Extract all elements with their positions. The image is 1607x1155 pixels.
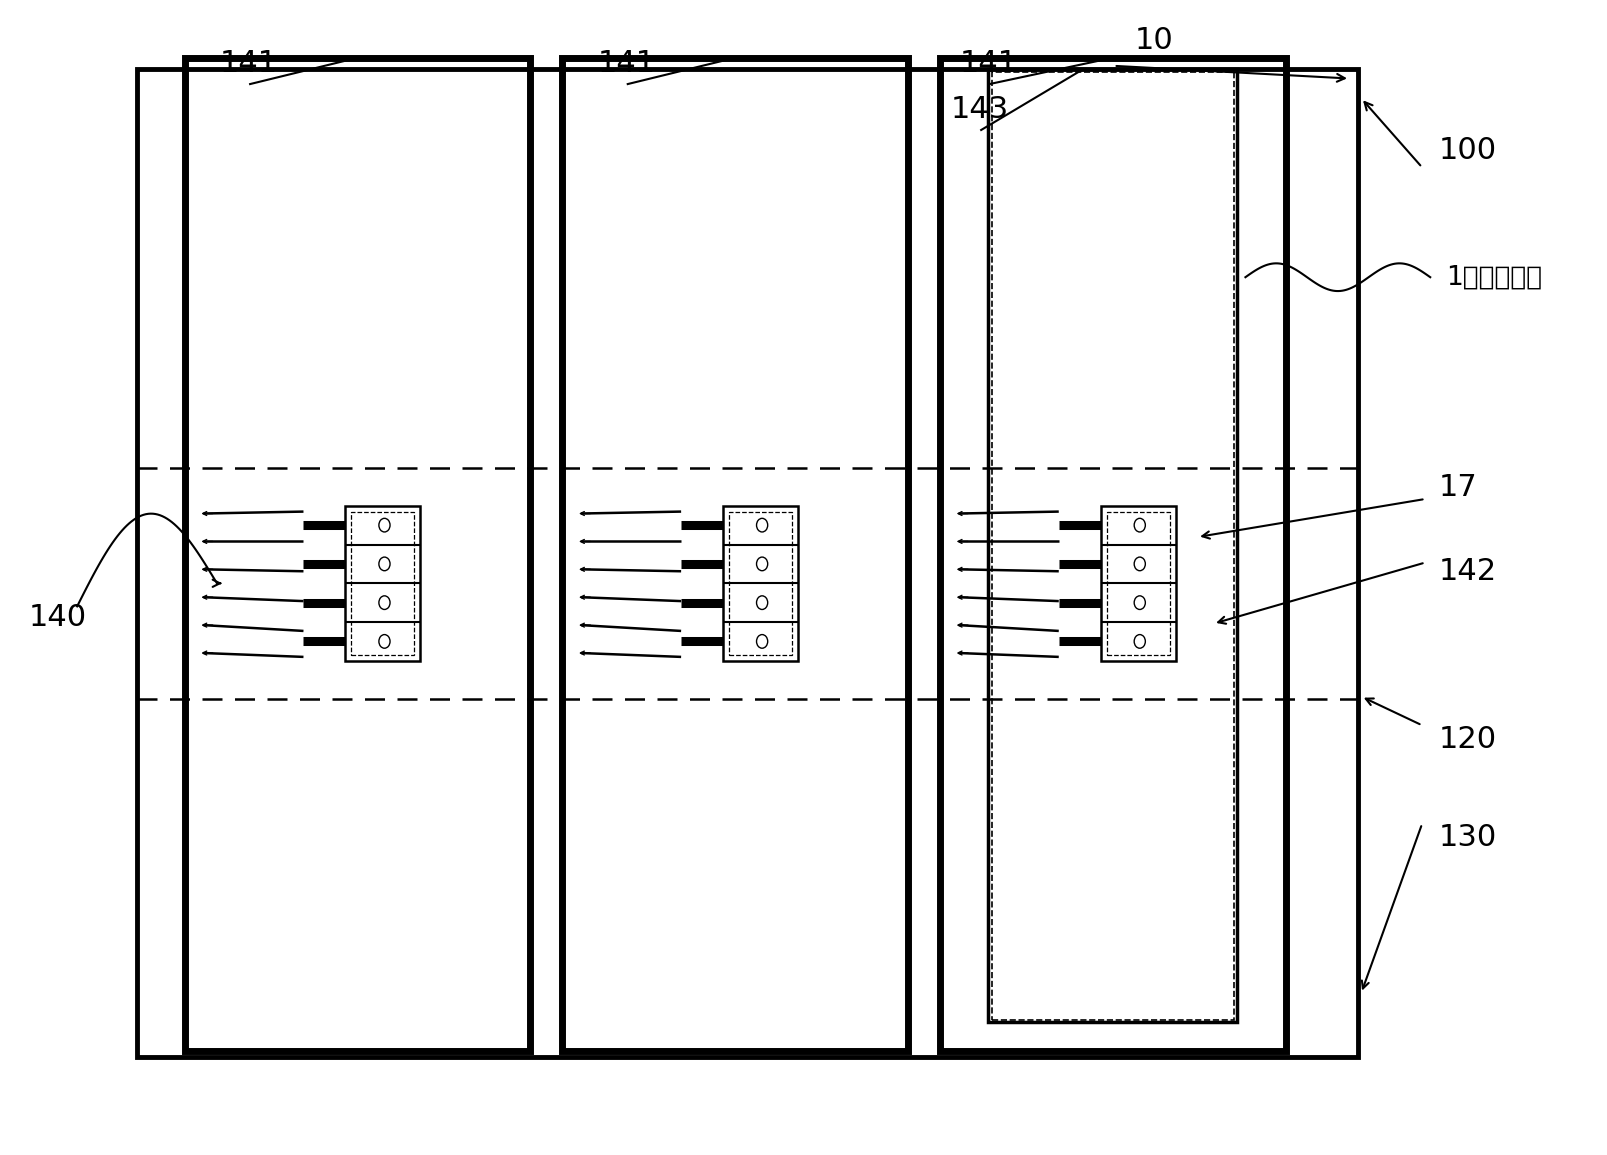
Ellipse shape <box>1135 596 1146 610</box>
Ellipse shape <box>379 519 391 532</box>
Ellipse shape <box>1135 634 1146 648</box>
Ellipse shape <box>379 634 391 648</box>
Text: 142: 142 <box>1438 557 1496 587</box>
Bar <box>352 512 415 655</box>
Ellipse shape <box>757 634 768 648</box>
Text: 143: 143 <box>951 95 1009 125</box>
Ellipse shape <box>757 596 768 610</box>
Bar <box>346 506 421 661</box>
Text: 1个电路单元: 1个电路单元 <box>1446 264 1543 290</box>
Bar <box>562 58 908 1051</box>
Bar <box>1101 506 1176 661</box>
Bar <box>988 69 1237 1022</box>
Bar <box>185 58 530 1051</box>
Text: 141: 141 <box>959 49 1017 79</box>
Ellipse shape <box>1135 519 1146 532</box>
Bar <box>137 69 1358 1057</box>
Text: 10: 10 <box>1135 25 1173 55</box>
Bar <box>723 506 799 661</box>
Text: 141: 141 <box>220 49 278 79</box>
Bar <box>1107 512 1170 655</box>
Ellipse shape <box>757 519 768 532</box>
Bar <box>730 512 792 655</box>
Bar <box>992 72 1234 1020</box>
Text: 17: 17 <box>1438 472 1477 502</box>
Text: 141: 141 <box>598 49 656 79</box>
Text: 120: 120 <box>1438 724 1496 754</box>
Text: 130: 130 <box>1438 822 1496 852</box>
Ellipse shape <box>1135 557 1146 571</box>
Ellipse shape <box>379 557 391 571</box>
Text: 100: 100 <box>1438 135 1496 165</box>
Ellipse shape <box>757 557 768 571</box>
Bar <box>940 58 1286 1051</box>
Text: 140: 140 <box>29 603 87 633</box>
Ellipse shape <box>379 596 391 610</box>
